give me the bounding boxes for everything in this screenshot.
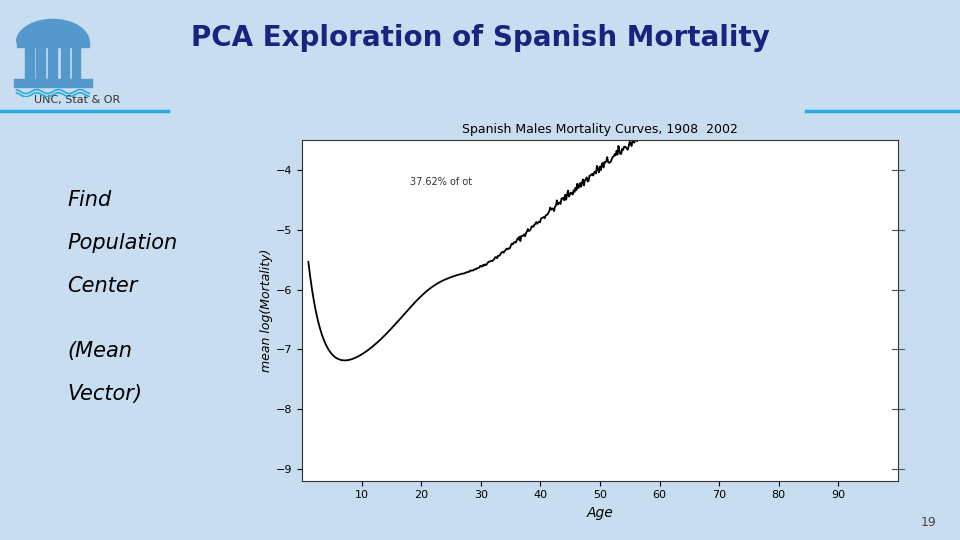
Text: 37.62% of ot: 37.62% of ot — [410, 177, 471, 187]
Text: UNC, Stat & OR: UNC, Stat & OR — [34, 95, 120, 105]
Text: (Mean: (Mean — [67, 341, 132, 361]
Text: Center: Center — [67, 276, 137, 296]
Polygon shape — [48, 47, 58, 81]
Title: Spanish Males Mortality Curves, 1908  2002: Spanish Males Mortality Curves, 1908 200… — [462, 124, 738, 137]
X-axis label: Age: Age — [587, 506, 613, 520]
Polygon shape — [16, 19, 89, 42]
Polygon shape — [60, 47, 69, 81]
Polygon shape — [25, 47, 34, 81]
Text: Find: Find — [67, 190, 111, 210]
Polygon shape — [72, 47, 81, 81]
Text: 19: 19 — [921, 516, 936, 529]
Text: Vector): Vector) — [67, 384, 142, 404]
Y-axis label: mean log(Mortality): mean log(Mortality) — [260, 249, 274, 372]
Text: PCA Exploration of Spanish Mortality: PCA Exploration of Spanish Mortality — [191, 24, 769, 52]
Polygon shape — [16, 40, 89, 47]
Polygon shape — [36, 47, 45, 81]
Polygon shape — [13, 79, 91, 87]
Text: Population: Population — [67, 233, 178, 253]
